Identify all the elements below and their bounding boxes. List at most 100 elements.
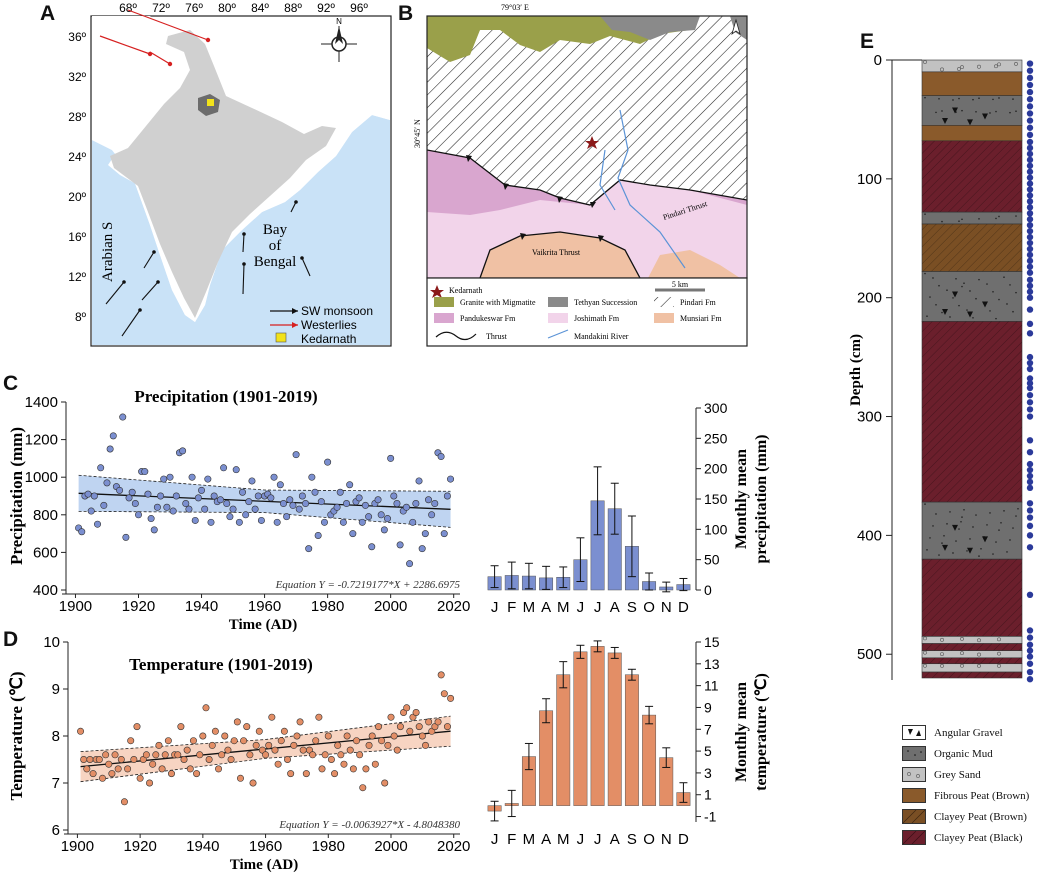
sample-point xyxy=(1026,198,1034,205)
data-point xyxy=(390,492,398,500)
data-point xyxy=(155,741,163,749)
legend-b-granite: Granite with Migmatite xyxy=(460,298,536,307)
data-point xyxy=(296,718,304,726)
sample-point xyxy=(1026,641,1034,648)
grain xyxy=(1015,110,1017,113)
category-label: F xyxy=(507,831,516,848)
legend-row-clayey-black: Clayey Peat (Black) xyxy=(902,827,1032,848)
data-point xyxy=(422,741,430,749)
data-point xyxy=(221,732,229,740)
confidence-lower xyxy=(78,510,451,528)
grain xyxy=(941,220,943,223)
legend-b-tethyan: Tethyan Succession xyxy=(574,298,637,307)
sample-point xyxy=(1026,124,1034,131)
grain xyxy=(961,218,963,221)
y-tick-label: 400 xyxy=(33,582,58,599)
data-point xyxy=(240,737,248,745)
bar xyxy=(590,646,605,806)
arabian-sea-label: Arabian S xyxy=(100,222,116,282)
data-point xyxy=(246,751,254,759)
y-tick-label: 10 xyxy=(43,634,60,651)
y-tick-label: 8 xyxy=(52,728,60,745)
map-b-legend: Kedarnath 5 km Granite with Migmatite Te… xyxy=(430,280,722,341)
gravel-clast xyxy=(942,117,948,124)
data-point xyxy=(381,779,389,787)
depth-tick-label: 300 xyxy=(857,409,882,426)
data-point xyxy=(120,798,128,806)
layer-texture xyxy=(922,559,1022,637)
data-point xyxy=(287,770,295,778)
lon-tick-label: 88º xyxy=(284,1,302,15)
grain xyxy=(924,96,926,99)
sample-point xyxy=(1026,413,1034,420)
x-tick-label: 1920 xyxy=(123,838,156,855)
pindari-thrust-line xyxy=(427,149,747,206)
bay-label-3: Bengal xyxy=(254,254,297,270)
sample-point xyxy=(1026,174,1034,181)
thrust-tooth xyxy=(466,155,472,162)
bar xyxy=(539,710,554,806)
y-axis-label-line2: precipitation (mm) xyxy=(753,434,770,563)
fibrous-peat-swatch xyxy=(902,788,926,803)
lat-tick-label: 16º xyxy=(68,230,86,244)
data-point xyxy=(161,751,169,759)
data-point xyxy=(277,737,285,745)
monsoon-arrow-head xyxy=(242,262,246,266)
data-point xyxy=(128,488,136,496)
lat-tick-label: 24º xyxy=(68,150,86,164)
legend-row-mud: Organic Mud xyxy=(902,743,1032,764)
data-point xyxy=(415,477,423,485)
data-point xyxy=(157,492,165,500)
data-point xyxy=(374,723,382,731)
sample-point xyxy=(1026,484,1034,492)
grain xyxy=(924,272,926,275)
clayey-peat-brown-swatch xyxy=(902,809,926,824)
data-point xyxy=(321,751,329,759)
category-label: J xyxy=(594,599,602,616)
data-point xyxy=(224,746,232,754)
legend-row-fibrous: Fibrous Peat (Brown) xyxy=(902,785,1032,806)
grain xyxy=(935,111,937,114)
sample-point xyxy=(1026,74,1034,82)
data-point xyxy=(336,488,344,496)
legend-b-joshimath: Joshimath Fm xyxy=(574,314,620,323)
data-point xyxy=(406,727,414,735)
grain xyxy=(923,650,927,655)
data-point xyxy=(251,505,259,513)
data-point xyxy=(215,765,223,773)
sample-point xyxy=(1026,239,1034,247)
data-point xyxy=(210,492,218,500)
data-point xyxy=(166,473,174,481)
grain xyxy=(1006,551,1008,553)
grain xyxy=(926,315,928,317)
data-point xyxy=(302,770,310,778)
scale-label: 5 km xyxy=(672,280,689,289)
grain xyxy=(969,290,971,292)
sample-point xyxy=(1026,156,1034,164)
sample-point xyxy=(1026,306,1034,313)
sample-point xyxy=(1026,186,1034,193)
data-point xyxy=(158,765,166,773)
layer xyxy=(921,650,1023,659)
data-point xyxy=(243,723,251,731)
data-point xyxy=(182,500,190,508)
sample-point xyxy=(1026,466,1034,474)
data-point xyxy=(218,751,226,759)
layer-texture xyxy=(922,224,1022,272)
india-shape xyxy=(110,30,336,318)
category-label: D xyxy=(678,831,689,848)
data-point xyxy=(188,473,196,481)
grain xyxy=(1017,507,1019,510)
data-point xyxy=(95,756,103,764)
monsoon-arrow-line xyxy=(121,309,141,337)
depth-tick-label: 100 xyxy=(857,171,882,188)
westerly-arrow-line xyxy=(99,35,151,55)
data-point xyxy=(226,513,234,521)
data-point xyxy=(289,501,297,509)
sample-point xyxy=(1026,591,1034,599)
grain xyxy=(958,528,960,530)
category-label: A xyxy=(610,831,620,848)
legend-b-pindari: Pindari Fm xyxy=(680,298,717,307)
y-tick-label: 50 xyxy=(704,552,720,568)
y-tick-label: 150 xyxy=(704,491,728,507)
